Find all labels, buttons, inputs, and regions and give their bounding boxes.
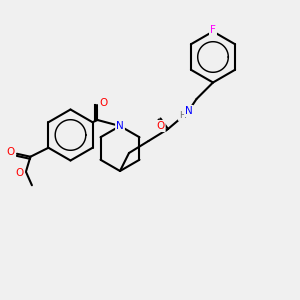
Text: O: O bbox=[16, 168, 24, 178]
Text: O: O bbox=[99, 98, 108, 109]
Text: N: N bbox=[185, 106, 193, 116]
Text: O: O bbox=[156, 121, 165, 131]
Text: O: O bbox=[7, 147, 15, 157]
Text: H: H bbox=[179, 111, 185, 120]
Text: F: F bbox=[210, 25, 216, 35]
Text: N: N bbox=[116, 121, 124, 131]
